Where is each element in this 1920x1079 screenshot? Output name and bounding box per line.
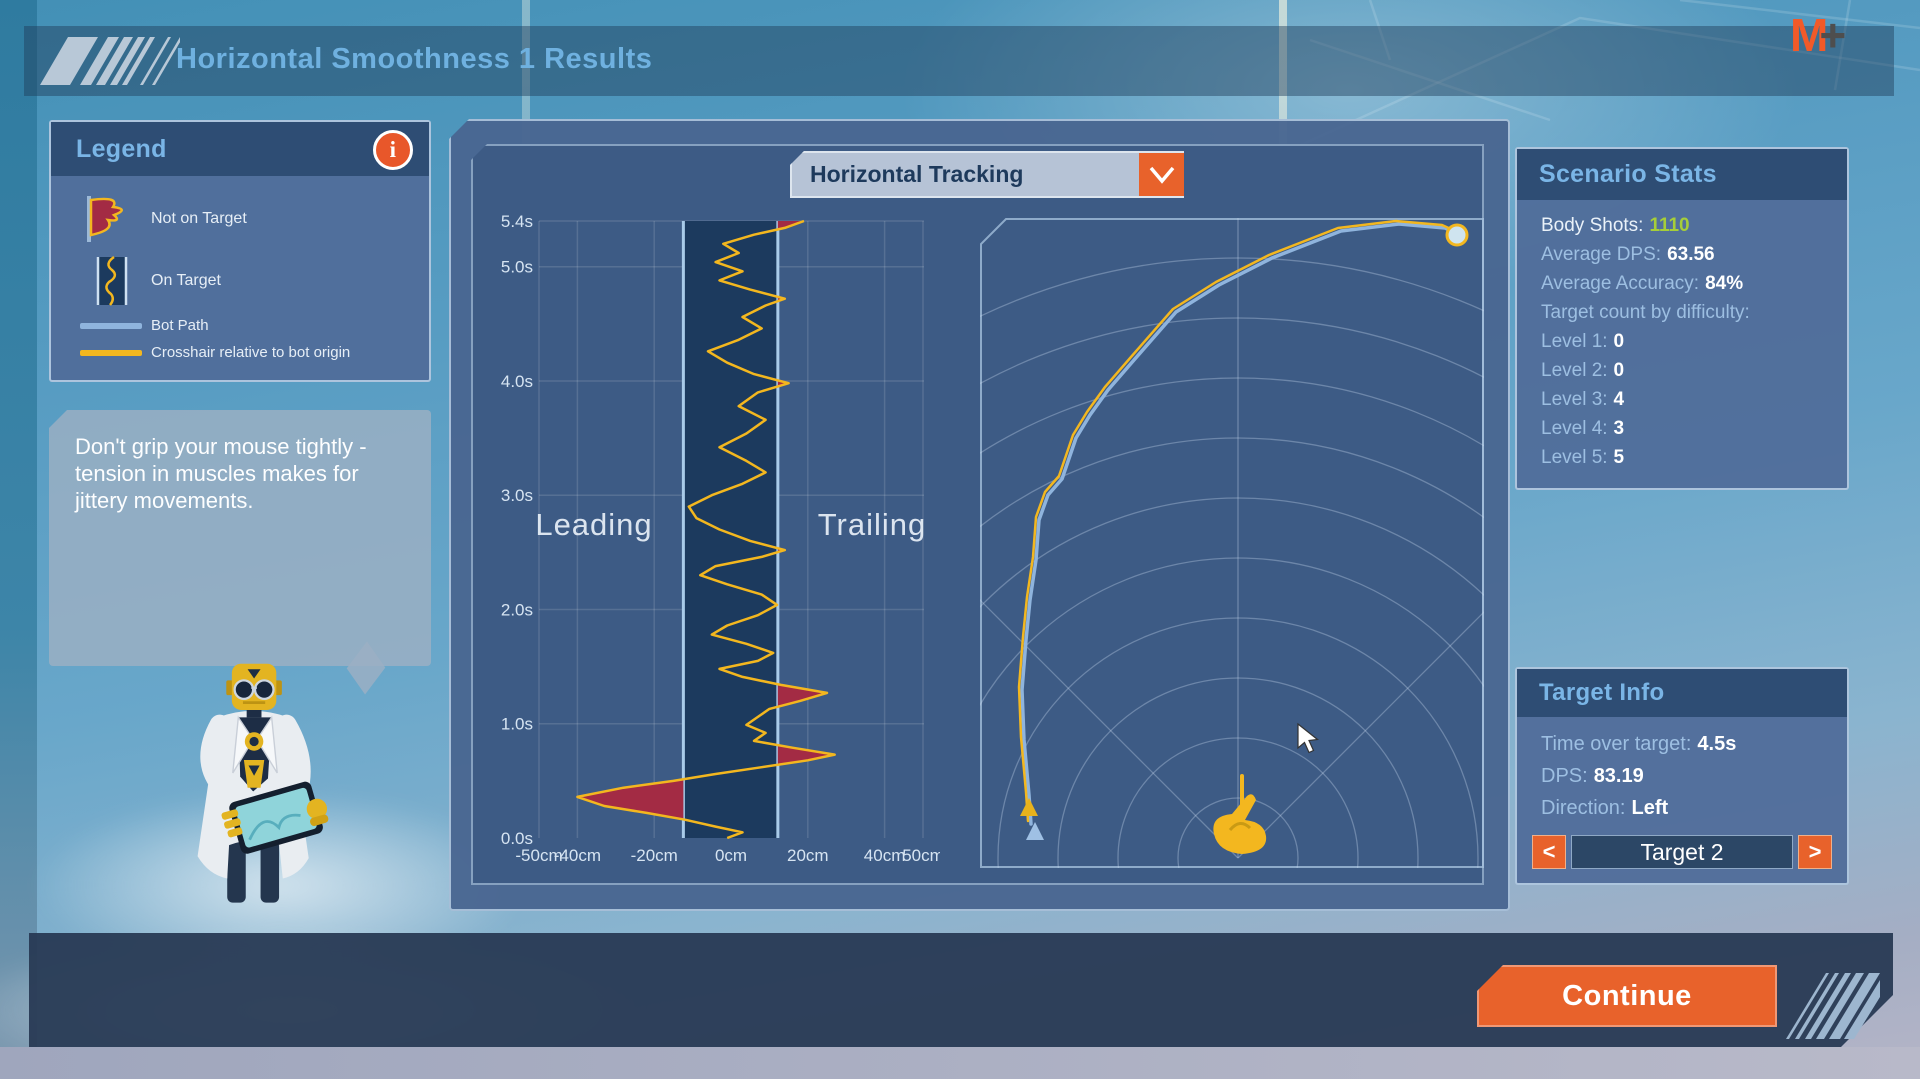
legend-label: Crosshair relative to bot origin (151, 344, 351, 361)
title-stripes-logo (40, 37, 180, 85)
path-end-marker (1445, 223, 1469, 247)
target-selector-label: Target 2 (1571, 835, 1793, 869)
svg-text:50cm: 50cm (902, 846, 940, 865)
player-icon (1213, 774, 1267, 854)
bottom-ground-strip (0, 1047, 1920, 1079)
legend-label: On Target (151, 272, 221, 289)
svg-text:20cm: 20cm (787, 846, 829, 865)
previous-target-button[interactable]: < (1532, 835, 1566, 869)
svg-text:0.0s: 0.0s (501, 829, 533, 848)
smoothness-profile-chart: 0.0s 1.0s 2.0s 3.0s 4.0s 5.0s 5.4s -50cm-40cm -2… (501, 213, 940, 865)
robot-scientist-illustration (197, 663, 329, 903)
scenario-stats-rows: Body Shots: 1110 Average DPS: 63.56 Average … (1517, 200, 1847, 472)
continue-button[interactable]: Continue (1477, 965, 1777, 1027)
stat-row: Level 1: 0 (1541, 331, 1625, 352)
scenario-stats-header: Scenario Stats (1517, 149, 1847, 200)
stat-row: Average Accuracy: 84% (1541, 273, 1744, 294)
brand-logo: M+ (1790, 8, 1846, 62)
leading-zone-label: Leading (535, 507, 652, 542)
path-start-marker-yellow (1020, 798, 1038, 816)
stat-row: DPS: 83.19 (1541, 765, 1644, 787)
path-start-marker-blue (1026, 822, 1044, 840)
legend-panel: Legend i Not on Target (49, 120, 431, 382)
target-info-header: Target Info (1517, 669, 1847, 717)
svg-text:-20cm: -20cm (631, 846, 678, 865)
svg-text:40cm: 40cm (864, 846, 906, 865)
svg-text:5.4s: 5.4s (501, 213, 533, 231)
stat-row: Level 4: 3 (1541, 418, 1625, 439)
legend-item-not-on-target: Not on Target (51, 188, 429, 250)
tip-bubble: Don't grip your mouse tightly - tension … (49, 410, 431, 666)
target-selector: < Target 2 > (1532, 835, 1832, 869)
bottom-stripes-decoration (1786, 973, 1880, 1039)
legend-item-crosshair: Crosshair relative to bot origin (51, 339, 429, 366)
stat-row: Body Shots: 1110 (1541, 215, 1690, 236)
info-icon-glyph: i (389, 137, 397, 162)
stat-row: Level 3: 4 (1541, 389, 1625, 410)
background-powerline-scenery (1289, 0, 1920, 152)
trailing-zone-label: Trailing (818, 507, 927, 542)
svg-text:2.0s: 2.0s (501, 600, 533, 619)
target-info-panel: Target Info Time over target: 4.5s DPS: 83.… (1515, 667, 1849, 885)
svg-text:5.0s: 5.0s (501, 258, 533, 277)
stat-row: Average DPS: 63.56 (1541, 244, 1715, 265)
svg-text:0cm: 0cm (715, 846, 747, 865)
brand-plus: + (1819, 9, 1847, 61)
dropdown-selected-value: Horizontal Tracking (810, 161, 1024, 187)
stat-row: Level 2: 0 (1541, 360, 1625, 381)
svg-text:4.0s: 4.0s (501, 372, 533, 391)
next-target-button[interactable]: > (1798, 835, 1832, 869)
not-on-target-icon (71, 194, 151, 244)
stat-row: Level 5: 5 (1541, 447, 1625, 468)
chart-inner-panel (471, 144, 1484, 885)
legend-header: Legend i (51, 122, 429, 176)
legend-title: Legend (76, 135, 167, 163)
brand-m: M (1790, 9, 1829, 61)
crosshair-line-icon (71, 349, 151, 356)
target-info-rows: Time over target: 4.5s DPS: 83.19 Direction:… (1517, 717, 1847, 824)
svg-text:1.0s: 1.0s (501, 715, 533, 734)
chart-type-dropdown[interactable]: Horizontal Tracking (790, 151, 1184, 198)
on-target-icon (71, 255, 151, 307)
legend-body: Not on Target On Target Bot Path (51, 176, 429, 366)
svg-text:-40cm: -40cm (554, 846, 601, 865)
info-icon[interactable]: i (373, 130, 413, 170)
svg-text:-50cm: -50cm (515, 846, 562, 865)
chevron-down-icon (1149, 166, 1174, 184)
dropdown-chevron-button[interactable] (1139, 153, 1184, 196)
legend-item-on-target: On Target (51, 250, 429, 312)
legend-label: Bot Path (151, 317, 209, 334)
page-title: Horizontal Smoothness 1 Results (176, 43, 653, 75)
legend-item-bot-path: Bot Path (51, 312, 429, 339)
stat-row: Direction: Left (1541, 797, 1669, 819)
legend-label: Not on Target (151, 210, 247, 227)
top-down-path-chart (980, 218, 1484, 868)
bot-path-line-icon (71, 322, 151, 329)
scenario-stats-panel: Scenario Stats Body Shots: 1110 Average DP… (1515, 147, 1849, 490)
title-bar: Horizontal Smoothness 1 Results (24, 26, 1894, 96)
svg-text:3.0s: 3.0s (501, 486, 533, 505)
mouse-cursor (1297, 722, 1320, 754)
stat-row: Target count by difficulty: (1541, 302, 1750, 323)
stat-row: Time over target: 4.5s (1541, 733, 1737, 755)
